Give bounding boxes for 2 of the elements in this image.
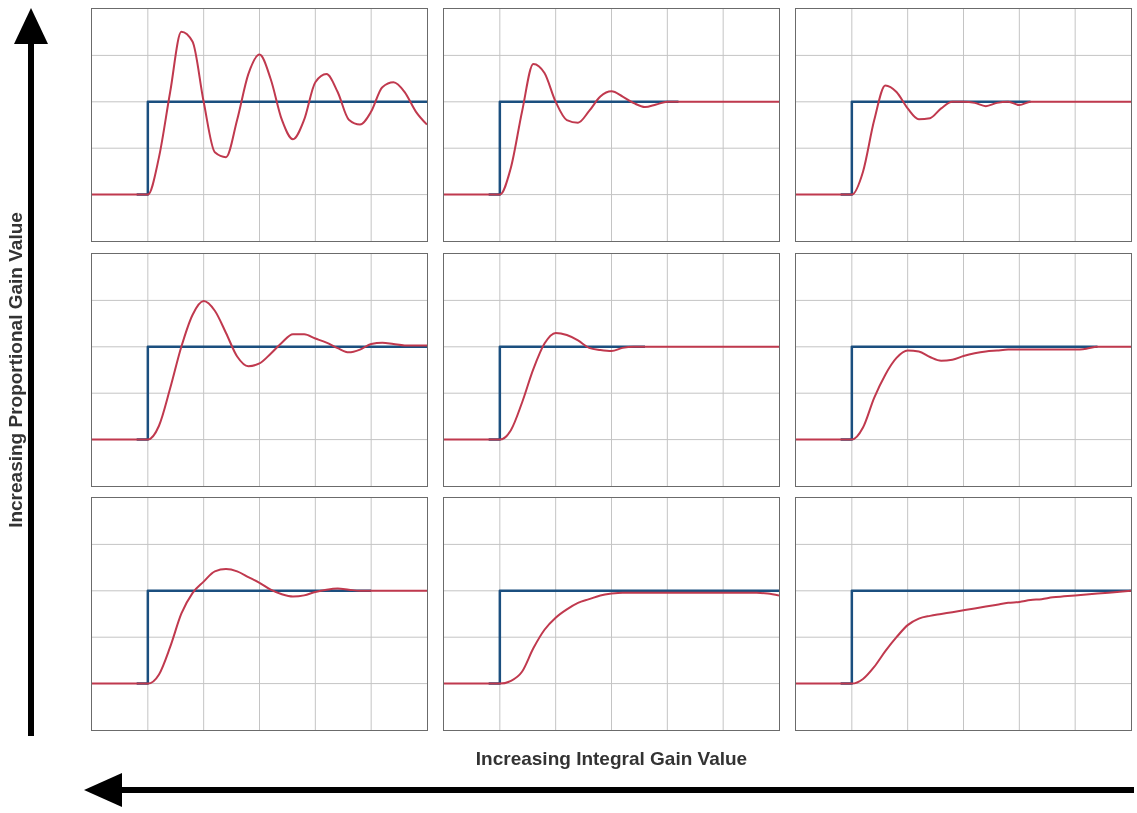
y-axis-title: Increasing Proportional Gain Value: [5, 212, 27, 528]
x-axis-title: Increasing Integral Gain Value: [475, 748, 748, 770]
